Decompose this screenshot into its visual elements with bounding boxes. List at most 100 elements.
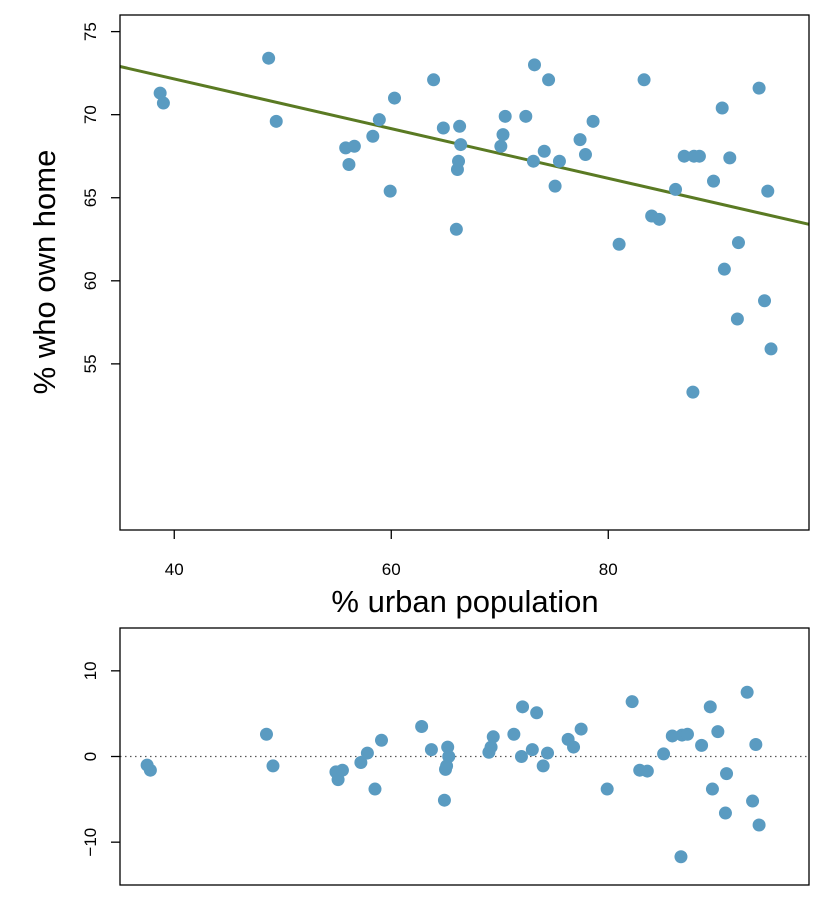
residual-point bbox=[259, 727, 273, 741]
residual-point bbox=[437, 793, 451, 807]
x-tick-label: 80 bbox=[599, 560, 618, 579]
y-axis: 55 60 65 70 75 bbox=[81, 22, 120, 373]
data-point bbox=[454, 138, 468, 152]
data-point bbox=[436, 121, 450, 135]
data-point bbox=[586, 114, 600, 128]
data-point bbox=[758, 294, 772, 308]
data-point bbox=[578, 148, 592, 162]
data-point bbox=[669, 182, 683, 196]
data-point bbox=[388, 91, 402, 105]
residual-point bbox=[705, 782, 719, 796]
x-tick-label: 40 bbox=[165, 560, 184, 579]
residual-point bbox=[424, 743, 438, 757]
residual-points-layer bbox=[140, 685, 766, 864]
data-point bbox=[342, 158, 356, 172]
residual-point bbox=[749, 738, 763, 752]
points-layer bbox=[153, 51, 778, 399]
residual-point bbox=[360, 746, 374, 760]
data-point bbox=[347, 139, 361, 153]
data-point bbox=[372, 113, 386, 127]
data-point bbox=[156, 96, 170, 110]
top-panel: 40 60 80 55 60 65 70 75 % urban population % w… bbox=[27, 14, 810, 619]
residual-point bbox=[442, 750, 456, 763]
data-point bbox=[764, 342, 778, 356]
data-point bbox=[542, 73, 556, 87]
data-point bbox=[686, 385, 700, 399]
residual-point bbox=[703, 700, 717, 714]
residual-point bbox=[514, 750, 528, 763]
x-tick-label: 60 bbox=[382, 560, 401, 579]
residual-point bbox=[486, 730, 500, 744]
residual-point bbox=[415, 720, 429, 734]
residual-point bbox=[625, 695, 639, 709]
data-point bbox=[449, 222, 463, 236]
data-point bbox=[612, 237, 626, 251]
y-tick-label: 60 bbox=[81, 271, 100, 290]
data-point bbox=[526, 154, 540, 168]
residual-point bbox=[711, 725, 725, 739]
y-axis-title: % who own home bbox=[27, 150, 62, 395]
residual-point bbox=[536, 759, 550, 773]
data-point bbox=[637, 73, 651, 87]
data-point bbox=[453, 119, 467, 133]
data-point bbox=[652, 212, 666, 226]
data-point bbox=[427, 73, 441, 87]
data-point bbox=[752, 81, 766, 95]
y-tick-label: 75 bbox=[81, 22, 100, 41]
data-point bbox=[498, 109, 512, 123]
y-tick-label: −10 bbox=[81, 828, 100, 857]
data-point bbox=[496, 128, 510, 142]
residual-point bbox=[740, 685, 754, 699]
residual-point bbox=[507, 727, 521, 741]
residual-point bbox=[665, 729, 679, 743]
residual-point bbox=[718, 806, 732, 820]
data-point bbox=[519, 109, 533, 123]
data-point bbox=[262, 51, 276, 65]
data-point bbox=[731, 236, 745, 250]
residual-point bbox=[746, 794, 760, 808]
data-point bbox=[537, 144, 551, 158]
data-point bbox=[548, 179, 562, 193]
residual-point bbox=[484, 740, 498, 754]
x-axis-title: % urban population bbox=[331, 584, 598, 619]
residual-point bbox=[335, 763, 349, 777]
data-point bbox=[452, 154, 466, 168]
data-point bbox=[552, 154, 566, 168]
data-point bbox=[730, 312, 744, 326]
data-point bbox=[677, 149, 691, 163]
residual-point bbox=[266, 759, 280, 773]
data-point bbox=[573, 133, 587, 147]
residual-point bbox=[640, 764, 654, 778]
data-point bbox=[366, 129, 380, 143]
residual-point bbox=[143, 763, 157, 777]
data-point bbox=[723, 151, 737, 165]
plot-frame bbox=[119, 14, 810, 531]
data-point bbox=[269, 114, 283, 128]
residual-point bbox=[695, 738, 709, 752]
residual-point bbox=[530, 706, 544, 720]
residual-point bbox=[374, 733, 388, 747]
residual-point bbox=[525, 743, 539, 757]
residual-point bbox=[541, 746, 555, 760]
y-tick-label: 65 bbox=[81, 188, 100, 207]
y-tick-label: 10 bbox=[81, 661, 100, 680]
y-tick-label: 55 bbox=[81, 354, 100, 373]
residual-point bbox=[680, 727, 694, 741]
data-point bbox=[527, 58, 541, 72]
residual-point bbox=[574, 722, 588, 736]
residual-point bbox=[657, 747, 671, 761]
y-tick-label: 0 bbox=[81, 752, 100, 761]
residual-point bbox=[600, 782, 614, 796]
residual-point bbox=[368, 782, 382, 796]
residual-panel: −10 0 10 bbox=[81, 627, 810, 886]
residual-point bbox=[720, 767, 734, 781]
residual-point bbox=[567, 740, 581, 754]
data-point bbox=[715, 101, 729, 115]
data-point bbox=[707, 174, 721, 188]
residual-point bbox=[354, 755, 368, 769]
residual-point bbox=[516, 700, 530, 714]
data-point bbox=[494, 139, 508, 153]
residual-point bbox=[441, 740, 455, 754]
data-point bbox=[692, 149, 706, 163]
